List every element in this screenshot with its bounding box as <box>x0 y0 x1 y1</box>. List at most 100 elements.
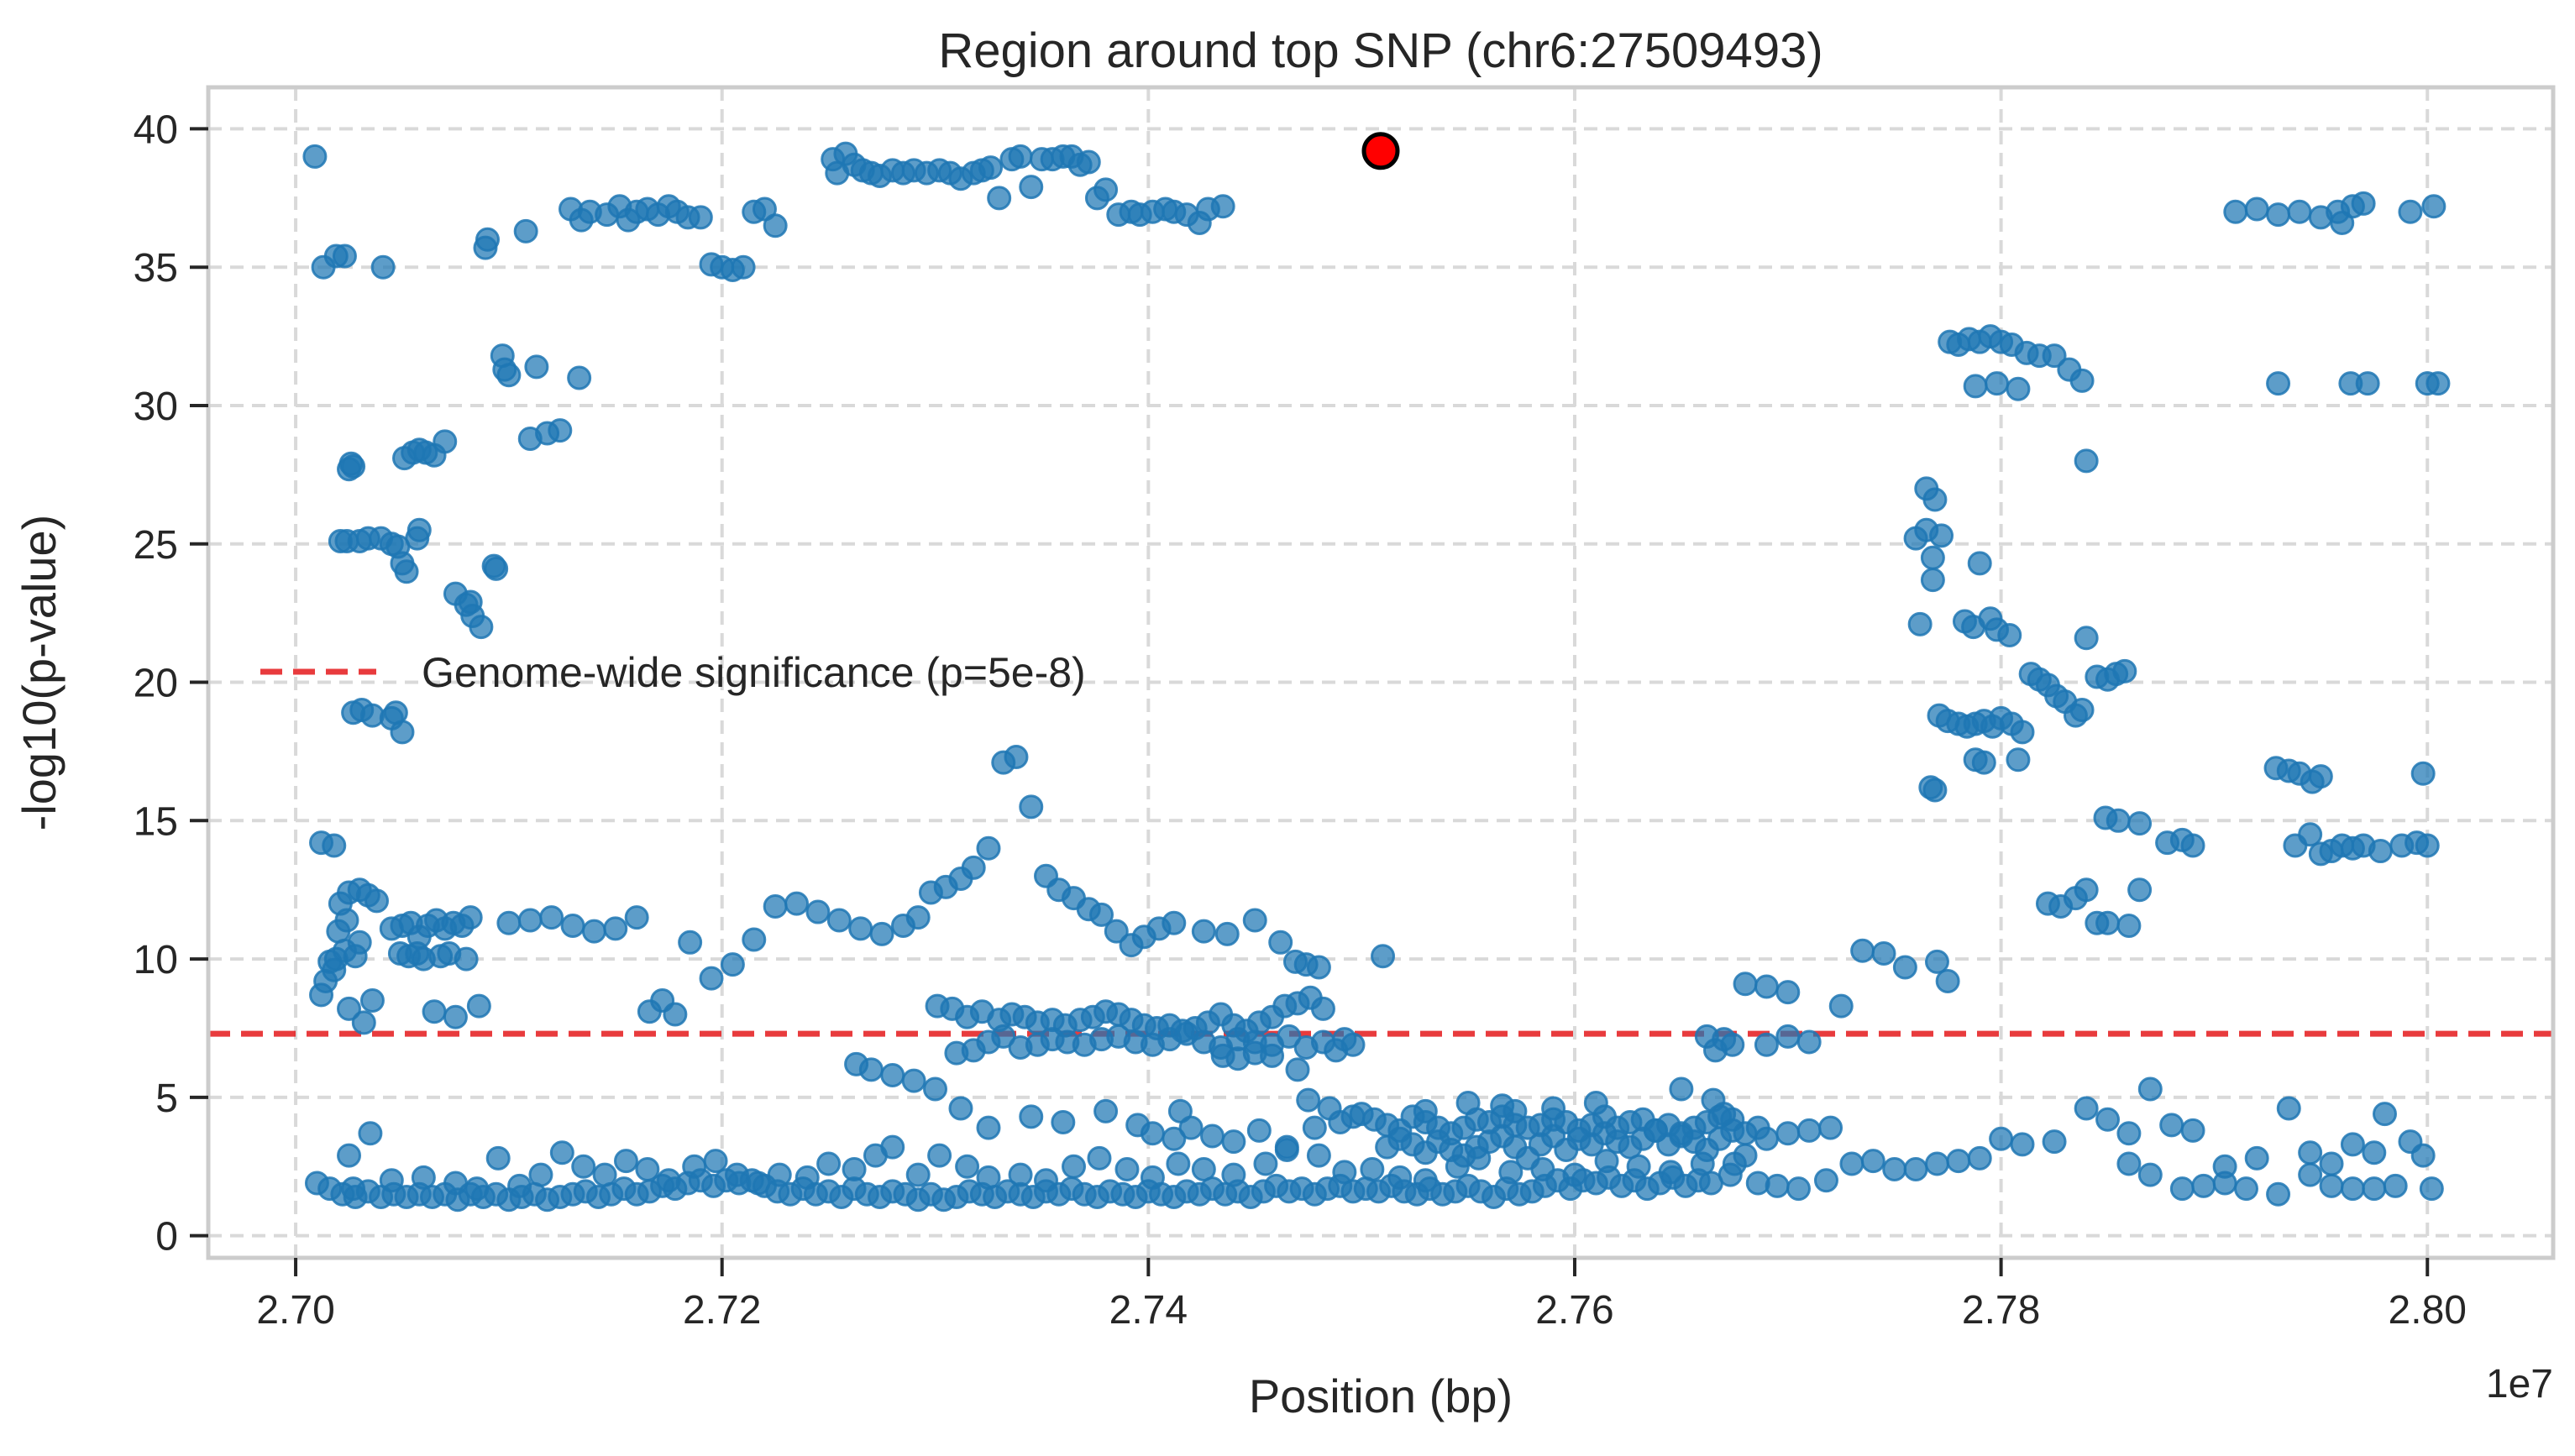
snp-point <box>1310 996 1335 1021</box>
snp-point <box>1914 476 1939 501</box>
snp-point <box>496 910 522 935</box>
snp-point <box>1317 1096 1342 1121</box>
snp-point <box>763 213 788 238</box>
snp-point <box>2212 1171 2237 1196</box>
snp-point <box>1034 1168 1059 1193</box>
snp-point <box>880 1134 905 1160</box>
snp-point <box>517 908 543 933</box>
snp-point <box>905 905 931 930</box>
snp-point <box>379 1168 404 1193</box>
snp-point <box>1162 910 1187 935</box>
snp-point <box>443 1171 468 1196</box>
snp-point <box>309 982 334 1008</box>
snp-point <box>826 908 852 933</box>
snp-point <box>2074 877 2099 903</box>
snp-point <box>1214 921 1240 946</box>
snp-point <box>2398 199 2423 224</box>
snp-point <box>359 988 385 1013</box>
snp-point <box>1166 1151 1191 1176</box>
snp-point <box>2362 1140 2387 1165</box>
snp-point <box>567 365 592 390</box>
snp-point <box>513 218 538 244</box>
snp-point <box>1754 1126 1779 1151</box>
snp-point <box>549 1140 574 1165</box>
snp-point <box>927 1143 952 1168</box>
snp-point <box>2426 371 2451 396</box>
snp-point <box>1191 1157 1216 1182</box>
snp-point <box>2006 747 2031 773</box>
snp-point <box>678 930 703 955</box>
snp-point <box>571 1154 596 1179</box>
x-tick-label: 2.74 <box>1109 1288 1188 1333</box>
snp-point <box>682 1154 707 1179</box>
snp-point <box>1210 194 1235 219</box>
snp-point <box>1850 938 1875 963</box>
snp-point <box>805 899 831 924</box>
snp-point <box>1971 750 1996 775</box>
snp-point <box>901 1068 926 1093</box>
snp-point <box>2266 1181 2291 1207</box>
snp-point <box>1935 968 1960 993</box>
snp-point <box>2244 1145 2269 1171</box>
snp-point <box>1140 1121 1165 1146</box>
snp-point <box>1712 1102 1737 1127</box>
snp-point <box>2244 196 2269 222</box>
snp-point <box>337 996 362 1021</box>
snp-point <box>1285 1057 1310 1082</box>
snp-point <box>394 559 419 584</box>
snp-point <box>1340 1032 1366 1057</box>
snp-point <box>2234 1176 2259 1202</box>
y-tick-label: 30 <box>134 385 178 429</box>
snp-point <box>2180 1118 2205 1143</box>
snp-point <box>880 1062 905 1087</box>
snp-point <box>2074 448 2099 474</box>
snp-point <box>2415 833 2440 858</box>
snp-point <box>1221 1129 1246 1155</box>
snp-point <box>2419 1176 2444 1202</box>
snp-point <box>1062 1154 1087 1179</box>
snp-point <box>1104 919 1129 944</box>
snp-point <box>1929 523 1954 548</box>
y-tick-label: 25 <box>134 523 178 568</box>
snp-point <box>1019 794 1044 820</box>
snp-point <box>334 908 359 933</box>
snp-point <box>1503 1098 1528 1123</box>
x-axis-title: Position (bp) <box>1249 1370 1513 1422</box>
snp-point <box>1997 623 2022 648</box>
snp-point <box>1191 919 1216 944</box>
snp-point <box>2042 343 2067 369</box>
snp-point <box>1371 944 1396 969</box>
snp-point <box>1892 955 1917 980</box>
y-tick-label: 15 <box>134 799 178 844</box>
snp-point <box>1140 1165 1165 1190</box>
snp-point <box>2069 697 2095 722</box>
snp-point <box>443 1004 468 1029</box>
snp-point <box>991 1024 1016 1049</box>
snp-point <box>976 835 1001 861</box>
snp-point <box>1498 1160 1523 1185</box>
snp-point <box>948 1096 973 1121</box>
snp-point <box>1093 177 1119 202</box>
snp-point <box>603 916 628 941</box>
snp-point <box>2169 1176 2195 1202</box>
data-points <box>302 141 2451 1212</box>
y-tick-label: 35 <box>134 246 178 291</box>
snp-point <box>2362 1176 2387 1202</box>
snp-point <box>458 589 483 615</box>
snp-point <box>1306 1143 1331 1168</box>
snp-point <box>1019 175 1044 200</box>
snp-point <box>763 893 788 919</box>
snp-point <box>351 1010 376 1035</box>
snp-point <box>469 615 494 640</box>
plot-frame <box>206 85 2556 1260</box>
snp-point <box>795 1165 820 1190</box>
snp-point <box>1076 149 1101 175</box>
snp-point <box>2351 191 2376 216</box>
snp-point <box>961 855 986 880</box>
y-tick-label: 20 <box>134 662 178 706</box>
snp-point <box>2095 1107 2121 1132</box>
snp-point <box>341 453 366 479</box>
snp-point <box>507 1173 532 1198</box>
snp-point <box>2116 1121 2142 1146</box>
